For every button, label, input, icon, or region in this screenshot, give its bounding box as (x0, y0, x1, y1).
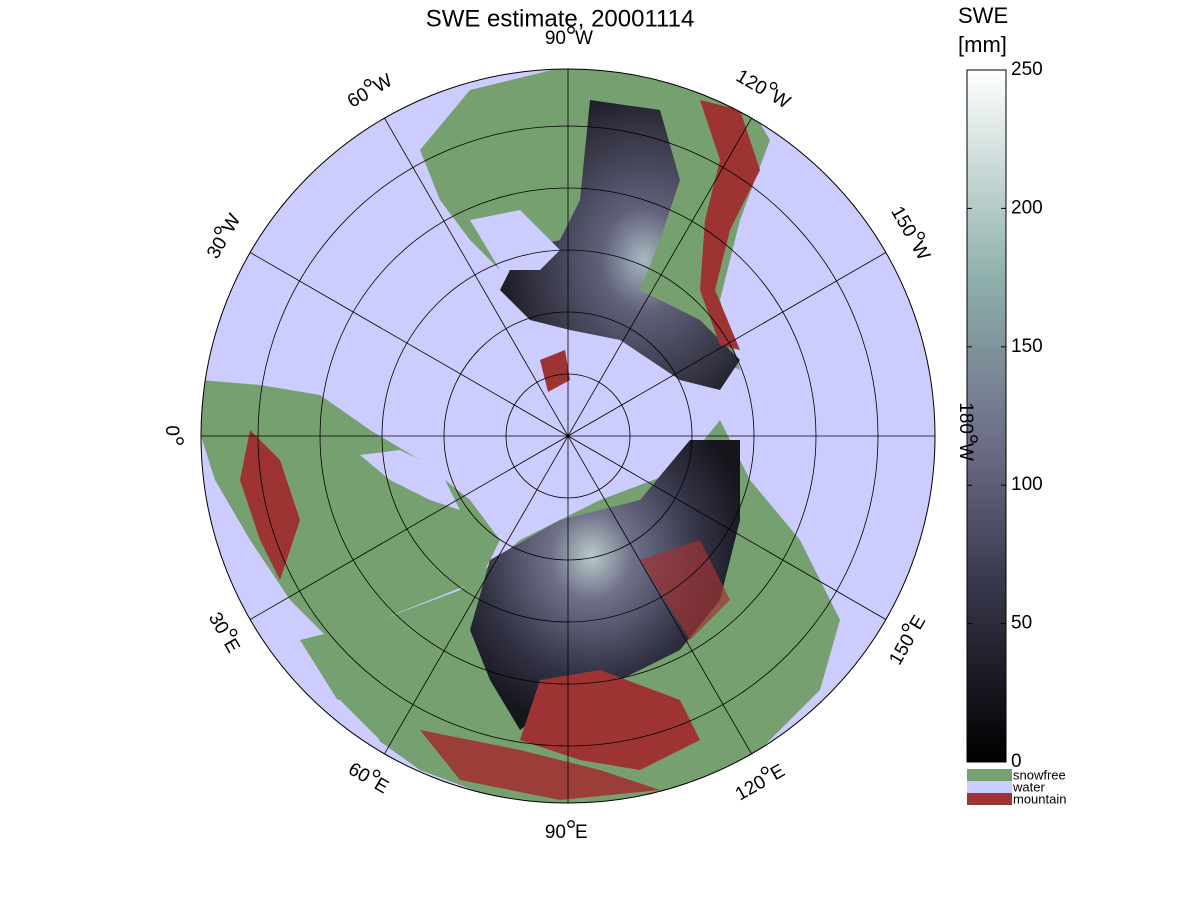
degree-sign (769, 82, 778, 90)
class-label: water (1012, 779, 1045, 794)
degree-sign (760, 766, 769, 775)
degree-sign (214, 226, 222, 235)
meridian-label: 30W (203, 210, 245, 263)
colorbar-tick-label: 50 (1011, 613, 1032, 634)
meridian-label: 180 W (955, 402, 978, 461)
label-hemisphere: E (906, 612, 931, 633)
label-degrees: 30 (204, 609, 233, 638)
degree-sign (567, 820, 575, 828)
meridian (384, 117, 752, 755)
label-hemisphere: E (371, 774, 392, 799)
label-hemisphere: W (768, 86, 794, 113)
class-label: mountain (1013, 791, 1066, 806)
colorbar (966, 69, 1007, 763)
colorbar-title: SWE (958, 3, 1008, 28)
class-swatch (967, 781, 1012, 793)
label-degrees: 150 (886, 203, 920, 241)
meridian-label: 60E (344, 759, 392, 799)
label-hemisphere: W (218, 210, 245, 236)
class-swatch (967, 769, 1012, 781)
degree-sign (917, 231, 925, 240)
degree-sign (567, 26, 575, 34)
label-hemisphere: E (219, 635, 244, 656)
degree-sign (970, 435, 978, 443)
label-degrees: 180 (955, 402, 976, 434)
land (201, 69, 840, 803)
label-degrees: 0 (161, 425, 182, 436)
meridian-label: 0 (161, 425, 184, 445)
label-hemisphere: E (767, 760, 788, 785)
label-hemisphere: W (370, 70, 396, 97)
degree-sign (372, 769, 381, 778)
graticule (201, 69, 935, 803)
label-degrees: 90 (545, 28, 566, 49)
label-degrees: 120 (732, 66, 770, 100)
colorbar-label: SWE [mm] (958, 3, 1008, 57)
label-hemisphere: W (907, 238, 934, 264)
label-degrees: 90 (545, 822, 566, 843)
label-degrees: 30 (203, 234, 232, 263)
meridian-label: 30E (204, 609, 244, 657)
degree-sign (176, 437, 184, 445)
colorbar-tick-label: 150 (1011, 336, 1043, 357)
label-degrees: 120 (732, 771, 770, 805)
label-degrees: 150 (885, 631, 919, 669)
class-label: snowfree (1013, 767, 1066, 782)
map-title: SWE estimate, 20001114 (426, 5, 695, 32)
class-swatch (967, 793, 1012, 805)
colorbar-tick-label: 0 (1011, 751, 1022, 772)
label-degrees: 60 (344, 759, 373, 788)
label-degrees: 60 (344, 84, 373, 113)
map-frame (200, 68, 936, 804)
meridian-label: 60W (344, 70, 396, 113)
colorbar-unit: [mm] (958, 32, 1007, 57)
meridian-label: 90 W (545, 26, 593, 49)
label-hemisphere: E (575, 822, 588, 843)
colorbar-tick-label: 100 (1011, 474, 1043, 495)
colorbar-tick-label: 200 (1011, 197, 1043, 218)
degree-sign (363, 79, 372, 87)
colorbar-tick-label: 250 (1011, 59, 1043, 80)
degree-sign (901, 623, 910, 632)
meridian-label: 90 E (545, 820, 588, 843)
label-hemisphere: W (575, 28, 593, 49)
degree-sign (229, 628, 238, 637)
polar-map (200, 68, 936, 804)
label-hemisphere: W (955, 443, 976, 461)
